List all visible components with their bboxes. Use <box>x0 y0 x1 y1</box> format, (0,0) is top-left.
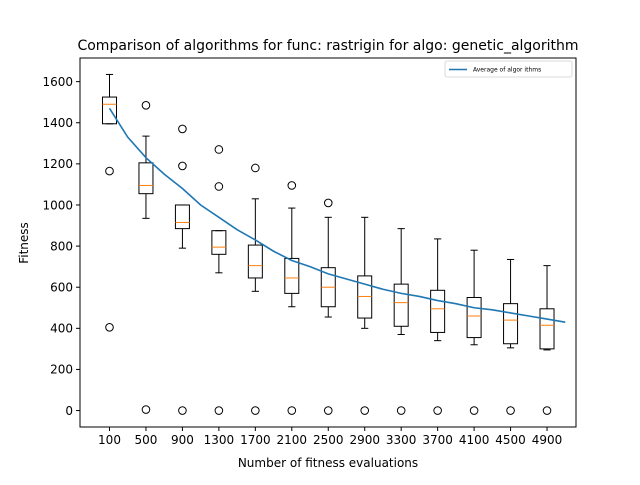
x-tick-label-900: 900 <box>171 433 194 447</box>
x-tick-label-500: 500 <box>135 433 158 447</box>
box-iqr <box>503 303 519 345</box>
outlier-point <box>178 406 187 415</box>
x-axis-label: Number of fitness evaluations <box>238 456 418 470</box>
outlier-point <box>105 166 114 176</box>
box-iqr <box>430 289 446 333</box>
outlier-point <box>105 322 114 332</box>
x-tick-label-3300: 3300 <box>386 433 417 447</box>
box-group-2900 <box>357 216 373 415</box>
box-group-1300 <box>211 145 227 415</box>
y-tick-label-1400: 1400 <box>42 116 73 130</box>
y-tick-label-1000: 1000 <box>42 198 73 212</box>
box-group-900 <box>174 124 190 415</box>
box-iqr <box>174 204 190 230</box>
box-group-4500 <box>503 258 519 415</box>
box-group-100 <box>102 73 117 332</box>
outlier-point <box>178 124 187 134</box>
outlier-point <box>214 182 224 191</box>
x-tick-label-1300: 1300 <box>204 433 235 447</box>
outlier-point <box>141 100 151 110</box>
x-tick-label-100: 100 <box>98 433 121 447</box>
series-line-average <box>108 107 566 323</box>
box-group-2100 <box>284 181 300 415</box>
outlier-point <box>433 406 442 415</box>
box-iqr <box>211 230 227 255</box>
box-group-4900 <box>539 265 555 415</box>
outlier-point <box>396 406 406 415</box>
outlier-point <box>251 406 260 415</box>
x-tick-label-1700: 1700 <box>240 433 271 447</box>
outlier-point <box>506 406 515 415</box>
x-tick-label-4900: 4900 <box>532 433 563 447</box>
outlier-point <box>469 406 479 415</box>
outlier-point <box>323 406 333 415</box>
outlier-point <box>141 405 151 414</box>
box-iqr <box>102 96 117 125</box>
legend: Average of algor ithms <box>444 60 573 78</box>
box-iqr <box>466 296 482 339</box>
y-tick-label-0: 0 <box>65 404 73 418</box>
plot-area <box>102 73 566 415</box>
outlier-point <box>287 406 297 415</box>
box-group-1700 <box>247 163 263 415</box>
y-tick-label-1600: 1600 <box>42 75 73 89</box>
outlier-point <box>323 198 333 208</box>
chart-title: Comparison of algorithms for func: rastr… <box>77 38 578 54</box>
box-iqr <box>539 308 555 350</box>
box-iqr <box>357 275 373 319</box>
box-iqr <box>393 283 409 327</box>
x-tick-label-2500: 2500 <box>313 433 344 447</box>
outlier-point <box>287 181 297 190</box>
legend-entry-average: Average of algor ithms <box>473 67 541 74</box>
outlier-point <box>360 406 370 415</box>
box-iqr <box>284 257 300 294</box>
y-tick-label-800: 800 <box>50 239 73 253</box>
box-iqr <box>247 244 263 279</box>
y-tick-label-1200: 1200 <box>42 157 73 171</box>
box-iqr <box>138 162 154 195</box>
box-group-4100 <box>466 249 482 415</box>
x-tick-label-4500: 4500 <box>495 433 526 447</box>
outlier-point <box>214 145 224 154</box>
outlier-point <box>178 161 187 171</box>
x-tick-label-2900: 2900 <box>349 433 380 447</box>
axes: 100 500 900 1300 1700 2100 2500 2900 3300 3700 410… <box>42 75 562 447</box>
y-axis-label: Fitness <box>17 222 31 264</box>
outlier-point <box>251 163 260 173</box>
x-tick-label-3700: 3700 <box>422 433 453 447</box>
y-tick-label-200: 200 <box>50 363 73 377</box>
y-tick-label-400: 400 <box>50 322 73 336</box>
box-group-2500 <box>320 198 336 415</box>
outlier-point <box>542 406 552 415</box>
y-tick-label-600: 600 <box>50 281 73 295</box>
outlier-point <box>214 406 224 415</box>
x-tick-label-4100: 4100 <box>459 433 490 447</box>
box-group-3700 <box>430 238 446 415</box>
x-tick-label-2100: 2100 <box>277 433 308 447</box>
box-group-3300 <box>393 228 409 415</box>
legend-frame <box>444 60 573 78</box>
